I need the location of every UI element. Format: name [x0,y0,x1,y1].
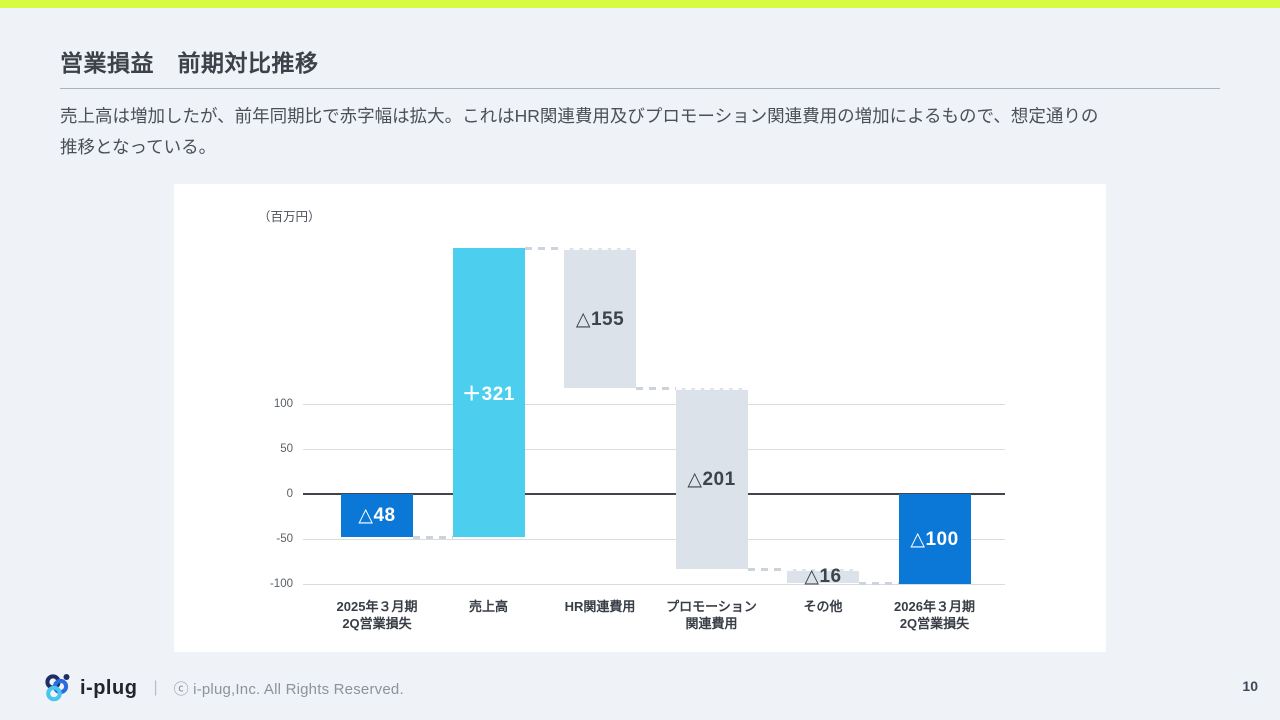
i-plug-logo-wordmark: i-plug [80,676,138,699]
waterfall-connector-4 [747,567,787,571]
y-tick-label-0: 0 [286,488,293,500]
bar-value-label: △16 [804,566,842,588]
gridline--100 [303,584,1005,585]
x-category-label-1: 2025年３月期 2Q営業損失 [336,599,418,631]
chart-unit-label: （百万円） [258,210,321,224]
footer-separator: | [153,679,158,696]
bar-value-label: △100 [910,528,959,550]
x-category-label-6: 2026年３月期 2Q営業損失 [894,599,975,631]
waterfall-connector-5 [859,582,899,586]
zero-axis-line [303,493,1005,495]
x-category-label-2: 売上高 [468,599,508,614]
bar-value-label: △155 [575,308,625,330]
waterfall-bar-3: △155 [564,248,636,388]
waterfall-bar-6: △100 [898,494,971,584]
bar-value-label: ＋321 [462,384,515,406]
i-plug-logo-icon [45,674,70,702]
page-title: 営業損益 前期対比推移 [60,50,319,76]
waterfall-bar-4: △201 [675,387,748,569]
accent-bar [0,0,1280,8]
y-tick-label--50: -50 [276,533,293,545]
waterfall-connector-2 [524,247,564,251]
x-category-label-4: プロモーション 関連費用 [666,599,757,631]
y-tick-label-100: 100 [273,398,293,410]
lead-line-2: 推移となっている。 [60,137,217,157]
waterfall-bar-5: △16 [787,566,859,587]
lead-paragraph: 売上高は増加したが、前年同期比で赤字幅は拡大。これはHR関連費用及びプロモーショ… [60,101,1230,163]
y-tick-label-50: 50 [280,443,293,455]
waterfall-connector-3 [636,386,676,390]
gridline--50 [303,539,1005,540]
y-tick-label--100: -100 [269,578,293,590]
waterfall-bar-1: △48 [341,494,413,538]
waterfall-bar-2: ＋321 [452,248,525,538]
waterfall-connector-1 [413,536,453,540]
bar-value-label: △48 [358,505,396,527]
title-divider [60,88,1220,89]
x-category-label-5: その他 [803,599,843,614]
waterfall-chart-panel: （百万円） 100 50 0 -50 -100 △48 ＋321 △155 △201 △16 △10… [174,184,1106,652]
gridline-50 [303,449,1005,450]
gridline-100 [303,404,1005,405]
page-number: 10 [1242,678,1258,694]
footer: i-plug | ⓒ i-plug,Inc. All Rights Reserv… [42,670,404,706]
bar-value-label: △201 [687,468,736,490]
x-category-label-3: HR関連費用 [564,599,636,614]
lead-line-1: 売上高は増加したが、前年同期比で赤字幅は拡大。これはHR関連費用及びプロモーショ… [60,106,1099,126]
copyright-text: ⓒ i-plug,Inc. All Rights Reserved. [173,680,404,698]
